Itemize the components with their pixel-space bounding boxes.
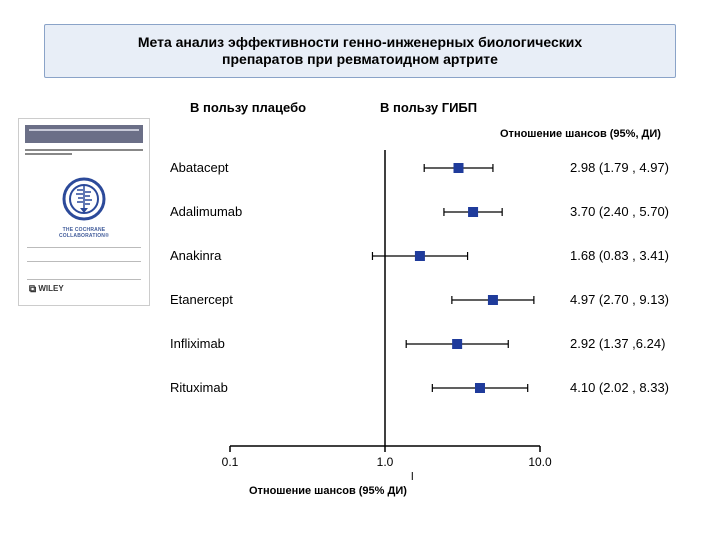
drug-label: Infliximab: [170, 336, 225, 351]
favor-labels: В пользу плацебо В пользу ГИБП: [190, 100, 700, 124]
favor-placebo-label: В пользу плацебо: [190, 100, 306, 115]
cochrane-thumbnail: THE COCHRANECOLLABORATION® ⧉ WILEY: [18, 118, 150, 306]
cochrane-logo-icon: [60, 175, 108, 223]
odds-ratio-heading: Отношение шансов (95%, ДИ): [500, 128, 661, 140]
xaxis-tick-label: 10.0: [528, 455, 552, 469]
stat-label: 1.68 (0.83 , 3.41): [570, 248, 669, 263]
xaxis-tick-label: 1.0: [377, 455, 394, 469]
stat-label: 3.70 (2.40 , 5.70): [570, 204, 669, 219]
cochrane-collab-text: THE COCHRANECOLLABORATION®: [19, 227, 149, 239]
drug-label: Anakinra: [170, 248, 222, 263]
title-line-1: Мета анализ эффективности генно-инженерн…: [138, 34, 582, 51]
thumb-author-lines: [25, 149, 143, 165]
favor-treatment-label: В пользу ГИБП: [380, 100, 477, 115]
xaxis-tick-label: 0.1: [222, 455, 239, 469]
stat-label: 4.10 (2.02 , 8.33): [570, 380, 669, 395]
stat-label: 2.92 (1.37 ,6.24): [570, 336, 665, 351]
drug-label: Abatacept: [170, 160, 229, 175]
xaxis-caption: Отношение шансов (95% ДИ): [249, 485, 407, 497]
drug-label: Etanercept: [170, 292, 233, 307]
wiley-logo-text: ⧉ WILEY: [29, 284, 64, 295]
drug-label: Adalimumab: [170, 204, 242, 219]
forest-plot-svg: Abatacept 2.98 (1.79 , 4.97) Adalimumab 3.7…: [170, 150, 700, 510]
slide-title: Мета анализ эффективности генно-инженерн…: [44, 24, 676, 78]
title-line-2: препаратов при ревматоидном артрите: [222, 51, 498, 68]
stat-label: 2.98 (1.79 , 4.97): [570, 160, 669, 175]
stat-label: 4.97 (2.70 , 9.13): [570, 292, 669, 307]
thumb-heading-band: [25, 125, 143, 143]
forest-plot: Abatacept 2.98 (1.79 , 4.97) Adalimumab 3.7…: [170, 150, 700, 510]
drug-label: Rituximab: [170, 380, 228, 395]
